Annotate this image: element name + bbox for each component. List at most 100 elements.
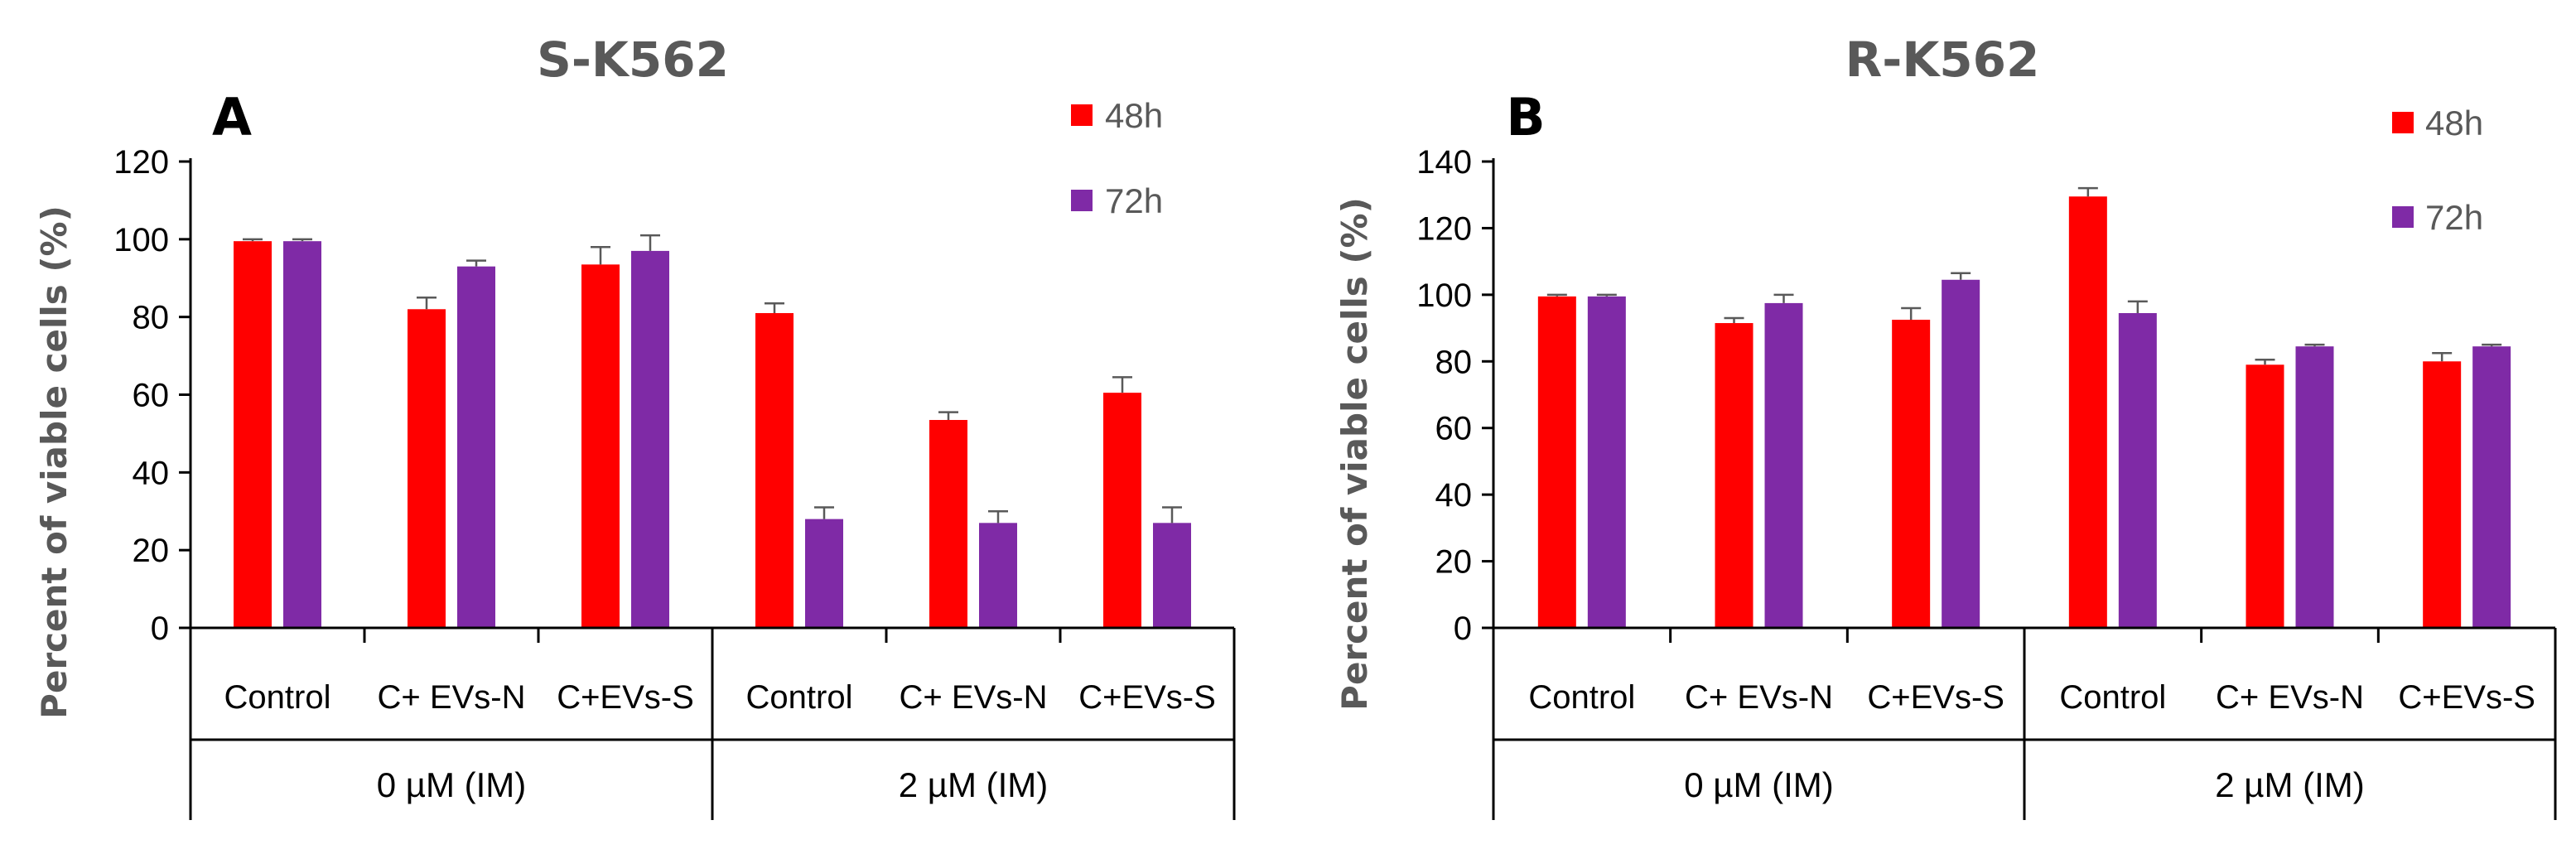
legend-label-48h: 48h [2425,104,2483,142]
category-label: C+ EVs-N [1685,679,1833,716]
y-ticks: 0 20 40 60 80 100 120 [113,144,191,647]
error-bar-72h-3 [2127,300,2148,313]
bars [234,241,1191,628]
bar-72h-4 [2295,346,2334,628]
legend-swatch-48h [1071,104,1093,126]
error-bar-48h-4 [938,411,958,420]
bar-48h-5 [1103,393,1141,628]
bar-48h-2 [1892,320,1931,628]
y-tick-label: 20 [133,533,170,569]
legend-label-72h: 72h [1105,181,1163,220]
legend: 48h 72h [1071,96,1163,220]
category-label: Control [224,679,331,716]
legend-swatch-72h [1071,190,1093,211]
y-tick-label: 60 [133,378,170,414]
bar-48h-1 [1715,323,1754,628]
y-tick-label: 120 [113,144,169,181]
category-label: Control [746,679,853,716]
legend-label-72h: 72h [2425,198,2483,237]
category-labels: Control C+ EVs-N C+EVs-S Control C+ EVs-N C+E… [1528,679,2535,716]
category-label: C+EVs-S [557,679,694,716]
bar-72h-2 [1942,279,1980,628]
y-tick-label: 80 [133,300,170,336]
legend: 48h 72h [2392,104,2483,237]
category-label: Control [1528,679,1635,716]
y-tick-label: 40 [1435,477,1473,514]
y-tick-label: 20 [1435,544,1473,581]
category-label: Control [2059,679,2166,716]
legend-item-72h: 72h [1071,181,1163,220]
chart-title: S-K562 [537,31,729,88]
group-label: 0 µM (IM) [1684,765,1834,804]
category-label: C+ EVs-N [378,679,526,716]
error-bar-72h-0 [292,238,312,242]
y-tick-label: 80 [1435,344,1473,380]
category-label: C+ EVs-N [900,679,1048,716]
bar-72h-0 [283,241,321,628]
y-tick-label: 60 [1435,411,1473,447]
error-bar-48h-5 [1112,376,1132,393]
y-tick-label: 100 [113,222,169,258]
error-bar-72h-3 [814,506,834,519]
category-label: C+ EVs-N [2216,679,2364,716]
group-labels: 0 µM (IM) 2 µM (IM) [1684,765,2365,804]
y-tick-label: 0 [151,610,169,647]
y-tick-label: 0 [1454,610,1472,647]
legend-label-48h: 48h [1105,96,1163,135]
bar-48h-0 [1537,296,1576,628]
bar-72h-2 [631,250,669,628]
bar-48h-4 [929,419,967,628]
panel-label: B [1506,87,1545,147]
category-labels: Control C+ EVs-N C+EVs-S Control C+ EVs-N C+E… [224,679,1216,716]
error-bar-48h-3 [765,302,784,313]
bar-48h-2 [581,264,620,628]
y-ticks: 0 20 40 60 80 100 120 140 [1416,144,1493,647]
y-tick-label: 40 [133,455,170,491]
error-bar-48h-1 [417,296,437,310]
panel-label: A [212,87,252,147]
bar-48h-4 [2246,364,2284,628]
bar-72h-5 [1153,523,1191,628]
legend-item-48h: 48h [1071,96,1163,135]
error-bars [1546,186,2502,365]
error-bar-72h-4 [2304,343,2325,347]
bar-72h-3 [805,519,843,628]
bar-72h-1 [1764,302,1803,628]
error-bar-72h-5 [2482,343,2502,347]
group-label: 2 µM (IM) [899,765,1049,804]
error-bar-72h-2 [640,234,660,251]
error-bar-72h-0 [1596,293,1617,297]
error-bar-48h-3 [2077,186,2098,197]
y-tick-label: 100 [1416,277,1472,314]
y-tick-label: 140 [1416,144,1472,181]
legend-swatch-48h [2392,112,2414,133]
axes [189,158,1236,820]
bar-72h-1 [457,266,495,628]
group-labels: 0 µM (IM) 2 µM (IM) [377,765,1049,804]
bar-48h-5 [2423,361,2462,628]
error-bar-72h-4 [988,510,1008,523]
bar-48h-3 [2068,196,2107,629]
error-bars [243,234,1182,523]
error-bar-48h-2 [591,245,610,265]
bar-72h-0 [1587,296,1626,628]
chart-panel-b: R-K562 B Percent of viable cells (%) 48h… [1334,31,2557,820]
bar-72h-5 [2472,346,2511,628]
legend-item-72h: 72h [2392,198,2483,237]
error-bar-48h-0 [243,238,263,242]
bars [1537,196,2511,629]
category-label: C+EVs-S [1078,679,1216,716]
bar-48h-1 [408,309,446,628]
chart-panel-a: S-K562 A Percent of viable cells (%) 48h… [34,31,1236,820]
error-bar-48h-5 [2432,351,2453,362]
error-bar-72h-2 [1951,272,1971,280]
y-tick-label: 120 [1416,210,1472,247]
error-bar-48h-1 [1724,316,1744,324]
y-axis-label: Percent of viable cells (%) [34,205,75,719]
error-bar-72h-1 [466,259,486,267]
chart-title: R-K562 [1845,31,2040,88]
axes [1492,158,2557,820]
error-bar-72h-5 [1162,506,1182,523]
group-label: 0 µM (IM) [377,765,527,804]
